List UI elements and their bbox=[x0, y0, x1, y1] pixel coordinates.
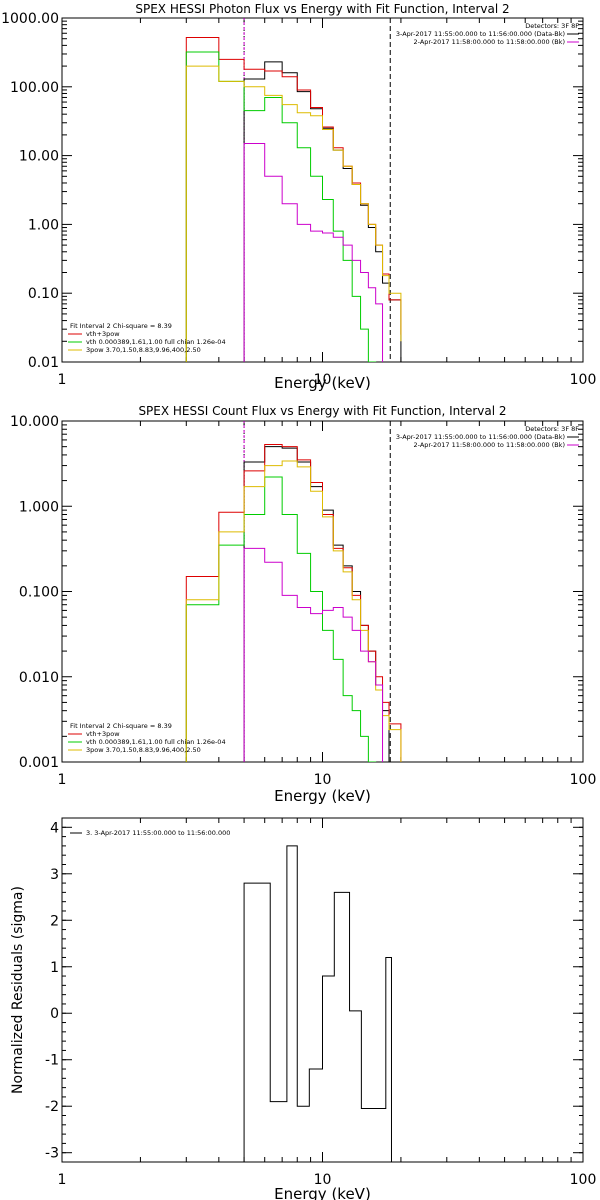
y-tick-label: 2 bbox=[50, 913, 59, 929]
series-vth bbox=[185, 51, 377, 362]
legend-entry-text: 3-Apr-2017 11:55:00.000 to 11:56:00.000 … bbox=[396, 433, 565, 441]
y-tick-label: 4 bbox=[50, 820, 59, 836]
x-tick-label: 1 bbox=[58, 372, 67, 388]
legend-entry-text: 3pow 3.70,1.50,8.83,9.96,400,2.50 bbox=[86, 346, 201, 354]
legend-entry-text: 3-Apr-2017 11:55:00.000 to 11:56:00.000 … bbox=[396, 30, 565, 38]
y-tick-label: 0.10 bbox=[28, 286, 59, 302]
legend-entry-text: 2-Apr-2017 11:58:00.000 to 11:58:00.000 … bbox=[414, 38, 565, 46]
legend-header: Fit Interval 2 Chi-square = 8.39 bbox=[70, 722, 172, 730]
y-tick-label: 3 bbox=[50, 867, 59, 883]
series-layer bbox=[185, 444, 402, 762]
y-tick-label: -2 bbox=[45, 1099, 59, 1115]
y-tick-label: 0.01 bbox=[28, 355, 59, 371]
y-tick-label: 0.100 bbox=[19, 585, 59, 601]
series-3pow bbox=[185, 65, 402, 362]
y-tick-label: -1 bbox=[45, 1053, 59, 1069]
legend-entry-text: vth 0.000389,1.61,1.00 full chian 1.26e-… bbox=[86, 338, 226, 346]
series-3-3-apr-2017-11-55-00-000-to-11-56-00-000 bbox=[243, 845, 392, 1162]
y-tick-label: 0.001 bbox=[19, 755, 59, 771]
x-tick-label: 1 bbox=[58, 772, 67, 788]
chart-title: SPEX HESSI Count Flux vs Energy with Fit… bbox=[138, 404, 506, 418]
series-layer bbox=[243, 845, 392, 1162]
legend-detectors: Detectors: 3F 8F bbox=[525, 425, 579, 433]
x-tick-label: 1 bbox=[58, 1172, 67, 1188]
chart-3: 1 10 100 -3 -2 -1 0 1 2 3 4 Energy (keV) Normalized … bbox=[10, 817, 597, 1200]
legend-entry-text: 3. 3-Apr-2017 11:55:00.000 to 11:56:00.0… bbox=[86, 829, 230, 837]
y-tick-label: 10.00 bbox=[19, 149, 59, 165]
legend-header: Fit Interval 2 Chi-square = 8.39 bbox=[70, 322, 172, 330]
y-tick-label: 1.00 bbox=[28, 217, 59, 233]
legend-bottom-left: Fit Interval 2 Chi-square = 8.39vth+3pow… bbox=[68, 322, 226, 354]
legend-entry-text: 2-Apr-2017 11:58:00.000 to 11:58:00.000 … bbox=[414, 441, 565, 449]
y-tick-label: 0.010 bbox=[19, 670, 59, 686]
legend-entry-text: vth+3pow bbox=[86, 730, 120, 738]
x-axis-label: Energy (keV) bbox=[274, 1185, 371, 1200]
y-tick-label: 1.000 bbox=[19, 499, 59, 515]
series-3pow bbox=[185, 460, 402, 762]
series-bk bbox=[243, 142, 384, 362]
x-axis-label: Energy (keV) bbox=[274, 374, 371, 392]
x-tick-label: 10 bbox=[314, 372, 332, 388]
x-tick-label: 10 bbox=[314, 1172, 332, 1188]
y-tick-label: 1000.00 bbox=[1, 11, 59, 27]
chart-2: SPEX HESSI Count Flux vs Energy with Fit… bbox=[10, 404, 596, 805]
y-tick-label: 0 bbox=[50, 1006, 59, 1022]
y-tick-label: 10.000 bbox=[10, 414, 59, 430]
series-vth bbox=[185, 476, 377, 762]
x-axis-label: Energy (keV) bbox=[274, 787, 371, 805]
chart-1: SPEX HESSI Photon Flux vs Energy with Fi… bbox=[1, 2, 596, 392]
series-vth-3pow bbox=[185, 37, 402, 362]
x-tick-label: 10 bbox=[314, 772, 332, 788]
legend-top-left: 3. 3-Apr-2017 11:55:00.000 to 11:56:00.0… bbox=[70, 829, 230, 837]
y-tick-label: 1 bbox=[50, 960, 59, 976]
legend-entry-text: vth 0.000389,1.61,1.00 full chian 1.26e-… bbox=[86, 738, 226, 746]
series-layer bbox=[185, 37, 402, 362]
y-axis-label: Normalized Residuals (sigma) bbox=[10, 886, 26, 1094]
legend-entry-text: 3pow 3.70,1.50,8.83,9.96,400,2.50 bbox=[86, 746, 201, 754]
legend-bottom-left: Fit Interval 2 Chi-square = 8.39vth+3pow… bbox=[68, 722, 226, 754]
x-tick-label: 100 bbox=[570, 1172, 597, 1188]
y-tick-label: -3 bbox=[45, 1146, 59, 1162]
legend-entry-text: vth+3pow bbox=[86, 330, 120, 338]
chart-title: SPEX HESSI Photon Flux vs Energy with Fi… bbox=[135, 2, 509, 16]
x-tick-label: 100 bbox=[570, 372, 597, 388]
legend-detectors: Detectors: 3F 8F bbox=[525, 22, 579, 30]
series-bk bbox=[243, 547, 384, 762]
legend-top-right: Detectors: 3F 8F3-Apr-2017 11:55:00.000 … bbox=[396, 22, 579, 46]
legend-top-right: Detectors: 3F 8F3-Apr-2017 11:55:00.000 … bbox=[396, 425, 579, 449]
x-tick-label: 100 bbox=[570, 772, 597, 788]
y-tick-label: 100.00 bbox=[10, 80, 59, 96]
